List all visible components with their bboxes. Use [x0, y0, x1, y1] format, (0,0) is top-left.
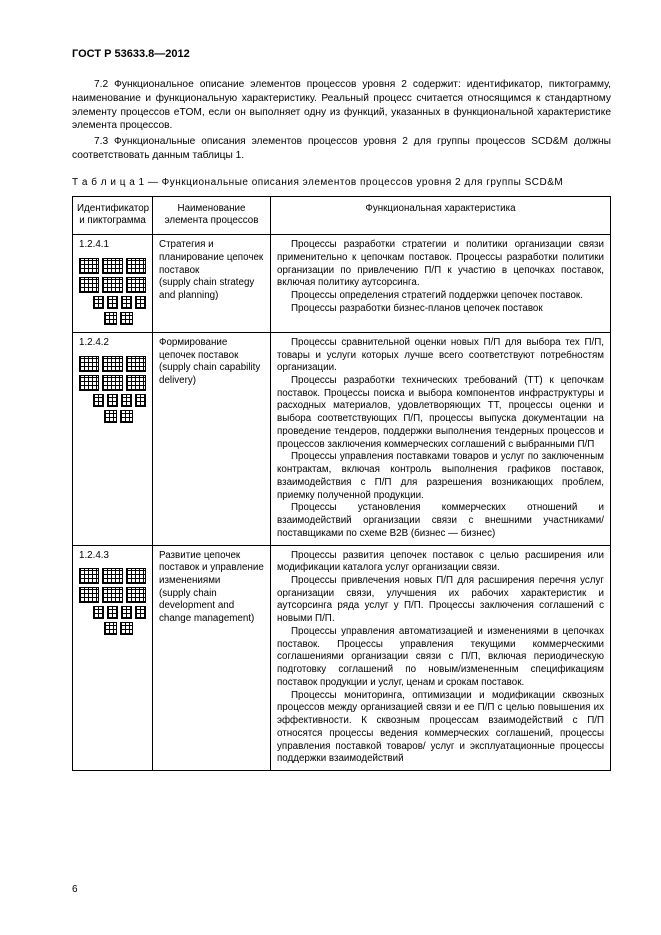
paragraph-7-3: 7.3 Функциональные описания элементов пр… — [72, 135, 611, 163]
col-header-name: Наименование элемента процессов — [153, 196, 271, 234]
desc-para: Процессы управления поставками товаров и… — [277, 451, 604, 502]
cell-id: 1.2.4.3 — [73, 545, 153, 770]
page-number: 6 — [72, 884, 78, 895]
cell-name: Формирование цепочек поставок(supply cha… — [153, 332, 271, 545]
cell-desc: Процессы сравнительной оценки новых П/П … — [271, 332, 611, 545]
table-header-row: Идентификатор и пиктограмма Наименование… — [73, 196, 611, 234]
cell-desc: Процессы развития цепочек поставок с цел… — [271, 545, 611, 770]
cell-name: Стратегия и планирование цепочек поставо… — [153, 235, 271, 333]
document-page: ГОСТ Р 53633.8—2012 7.2 Функциональное о… — [0, 0, 661, 935]
desc-para: Процессы определения стратегий поддержки… — [277, 290, 604, 303]
table-row: 1.2.4.2 Формирование цепочек поставок(su… — [73, 332, 611, 545]
table-row: 1.2.4.3 Развитие цепочек поставок и упра… — [73, 545, 611, 770]
desc-para: Процессы развития цепочек поставок с цел… — [277, 550, 604, 575]
table-caption: Т а б л и ц а 1 — Функциональные описани… — [72, 177, 611, 188]
pictogram-icon — [79, 258, 146, 325]
pictogram-icon — [79, 568, 146, 635]
process-id: 1.2.4.2 — [79, 337, 146, 350]
cell-desc: Процессы разработки стратегии и политики… — [271, 235, 611, 333]
table-row: 1.2.4.1 Стратегия и планирование цепочек… — [73, 235, 611, 333]
cell-id: 1.2.4.2 — [73, 332, 153, 545]
standard-code: ГОСТ Р 53633.8—2012 — [72, 48, 611, 60]
col-header-desc: Функциональная характеристика — [271, 196, 611, 234]
process-table: Идентификатор и пиктограмма Наименование… — [72, 196, 611, 771]
process-id: 1.2.4.1 — [79, 239, 146, 252]
pictogram-icon — [79, 356, 146, 423]
desc-para: Процессы сравнительной оценки новых П/П … — [277, 337, 604, 375]
paragraph-7-2: 7.2 Функциональное описание элементов пр… — [72, 78, 611, 133]
desc-para: Процессы привлечения новых П/П для расши… — [277, 575, 604, 626]
desc-para: Процессы управления автоматизацией и изм… — [277, 626, 604, 690]
col-header-id: Идентификатор и пиктограмма — [73, 196, 153, 234]
cell-name: Развитие цепочек поставок и управление и… — [153, 545, 271, 770]
cell-id: 1.2.4.1 — [73, 235, 153, 333]
process-id: 1.2.4.3 — [79, 550, 146, 563]
desc-para: Процессы установления коммерческих отнош… — [277, 502, 604, 540]
desc-para: Процессы разработки технических требован… — [277, 375, 604, 451]
desc-para: Процессы разработки стратегии и политики… — [277, 239, 604, 290]
desc-para: Процессы мониторинга, оптимизации и моди… — [277, 690, 604, 766]
desc-para: Процессы разработки бизнес-планов цепоче… — [277, 303, 604, 316]
